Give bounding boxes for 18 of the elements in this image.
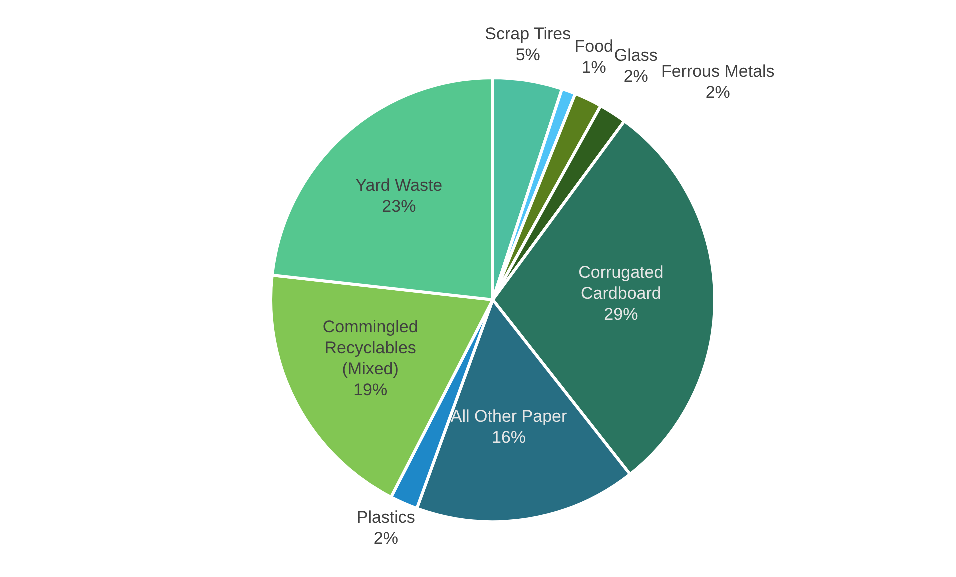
- data-label: 16%: [492, 428, 526, 447]
- data-label: 2%: [374, 528, 398, 548]
- data-label: 2%: [624, 66, 648, 86]
- data-label: 23%: [382, 196, 416, 216]
- slice-label: Ferrous Metals: [661, 61, 775, 80]
- data-label: 5%: [516, 45, 540, 64]
- data-label: 19%: [354, 380, 388, 399]
- slice-label: Plastics: [356, 508, 416, 527]
- slice-label: Glass: [614, 46, 658, 65]
- data-label: 29%: [604, 304, 638, 324]
- slice-label: Scrap Tires: [485, 24, 572, 44]
- slice-label: All Other Paper: [450, 406, 568, 426]
- data-label: 2%: [706, 82, 730, 102]
- slice-label: Food: [574, 36, 614, 56]
- data-label: 1%: [582, 57, 606, 76]
- slice-label: Commingled Recyclables (Mixed): [322, 316, 418, 378]
- slice-label: Corrugated Cardboard: [578, 262, 664, 302]
- slice-label: Yard Waste: [356, 176, 443, 195]
